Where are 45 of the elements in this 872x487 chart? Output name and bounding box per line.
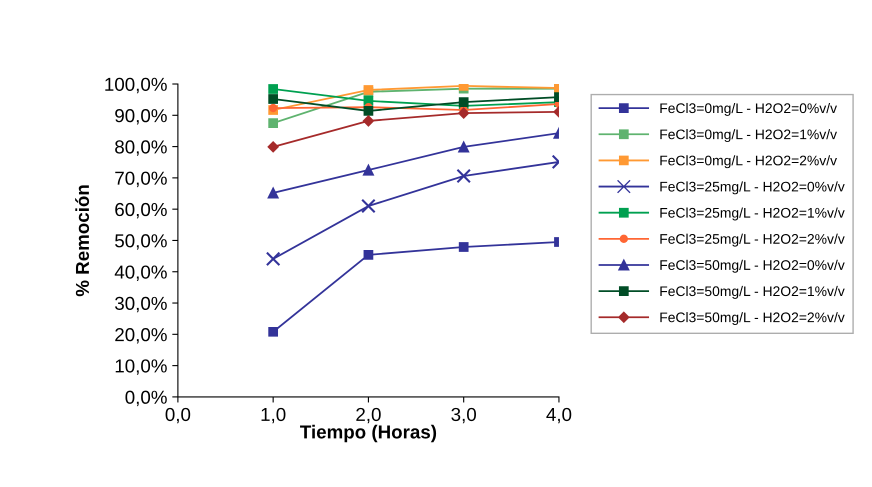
point [362, 164, 374, 176]
point [458, 141, 470, 152]
point [361, 198, 376, 214]
point [268, 187, 279, 198]
legend-label: FeCl3=50mg/L - H2O2=0%v/v [660, 260, 845, 273]
y-tick-label: 10,0% [116, 359, 167, 375]
y-tick-label: 50,0% [115, 234, 167, 250]
y-tick-label: 100,0% [105, 78, 167, 94]
legend-label: FeCl3=50mg/L - H2O2=1%v/v [660, 286, 845, 299]
y-tick-label: 80,0% [115, 140, 167, 156]
point [268, 84, 278, 94]
y-axis-title: % Remoción [75, 185, 90, 296]
point [268, 326, 278, 337]
y-tick-label: 20,0% [115, 328, 167, 344]
y-tick-label: 30,0% [115, 296, 167, 312]
point [268, 94, 278, 104]
legend-label: FeCl3=0mg/L - H2O2=2%v/v [660, 155, 837, 168]
x-tick-label: 4,0 [546, 408, 572, 424]
point [268, 118, 278, 128]
point [268, 104, 278, 112]
x-tick-label: 1,0 [262, 408, 286, 424]
x-tick-label: 0,0 [166, 408, 190, 424]
y-tick-label: 60,0% [115, 202, 167, 218]
point [456, 168, 471, 184]
legend-label: FeCl3=25mg/L - H2O2=0%v/v [660, 181, 845, 194]
x-tick-label: 3,0 [451, 408, 476, 424]
point [458, 108, 470, 119]
point [362, 115, 374, 127]
point [268, 141, 279, 153]
legend-label: FeCl3=25mg/L - H2O2=1%v/v [660, 208, 845, 220]
legend-label: FeCl3=0mg/L - H2O2=0%v/v [660, 102, 837, 116]
y-tick-label: 40,0% [114, 265, 167, 281]
x-tick-label: 2,0 [356, 408, 381, 424]
legend-label: FeCl3=25mg/L - H2O2=2%v/v [660, 234, 845, 247]
point [364, 250, 374, 260]
point [266, 252, 280, 266]
point [364, 106, 374, 116]
point [458, 97, 469, 108]
y-tick-label: 90,0% [115, 109, 167, 124]
point [458, 242, 469, 252]
legend-label: FeCl3=0mg/L - H2O2=1%v/v [660, 129, 837, 142]
y-tick-label: 0,0% [125, 390, 167, 406]
x-axis-title: Tiempo (Horas) [300, 424, 436, 442]
y-tick-label: 70,0% [115, 172, 167, 188]
legend-label: FeCl3=50mg/L - H2O2=2%v/v [660, 312, 845, 326]
